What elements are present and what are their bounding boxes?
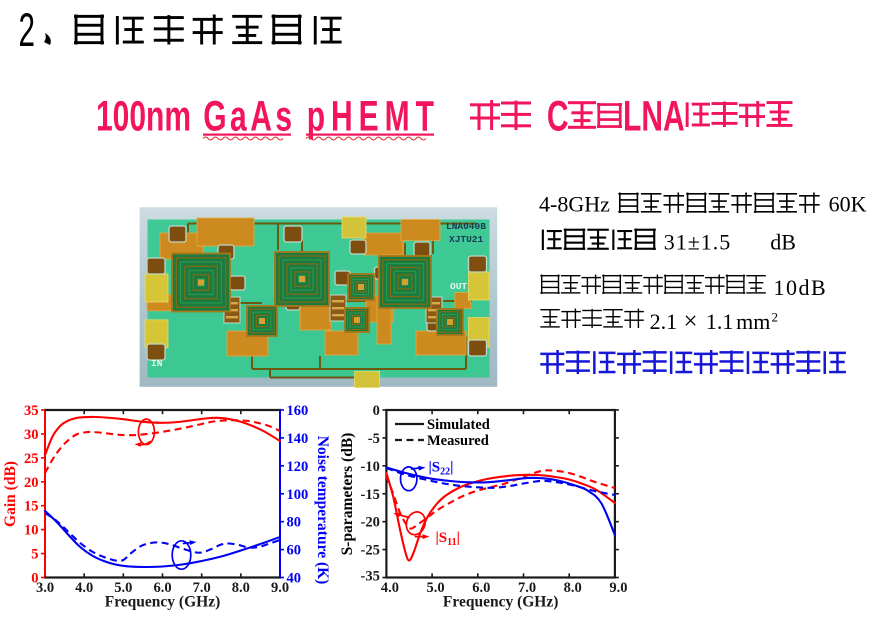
svg-text:dB: dB — [770, 230, 796, 255]
svg-text:6.0: 6.0 — [472, 580, 490, 596]
svg-text:9.0: 9.0 — [609, 580, 627, 596]
svg-text:mm: mm — [736, 309, 770, 334]
svg-text:40: 40 — [287, 571, 302, 587]
svg-text:80: 80 — [287, 515, 302, 531]
svg-text:20: 20 — [24, 475, 39, 491]
svg-text:0: 0 — [31, 571, 38, 587]
svg-text:2.1: 2.1 — [650, 309, 678, 334]
svg-text:-20: -20 — [361, 515, 380, 531]
svg-text:LNA: LNA — [623, 92, 685, 139]
svg-text:×: × — [684, 308, 698, 335]
svg-text:30: 30 — [24, 427, 39, 443]
svg-text:Noise temperature (K): Noise temperature (K) — [314, 436, 331, 585]
svg-text:Simulated: Simulated — [427, 417, 490, 433]
svg-text:XJTU21: XJTU21 — [449, 234, 484, 245]
svg-text:60K: 60K — [829, 192, 867, 217]
svg-text:8.0: 8.0 — [564, 580, 582, 596]
svg-text:-5: -5 — [368, 431, 380, 447]
svg-text:Gain (dB): Gain (dB) — [2, 461, 19, 527]
svg-text:9.0: 9.0 — [271, 580, 289, 596]
svg-text:4.0: 4.0 — [75, 580, 93, 596]
svg-text:140: 140 — [287, 431, 309, 447]
svg-text:-35: -35 — [361, 569, 380, 585]
svg-text:pHEMT: pHEMT — [307, 92, 440, 139]
svg-text:LNA040B: LNA040B — [446, 221, 486, 232]
svg-text:7.0: 7.0 — [518, 580, 536, 596]
svg-text:5: 5 — [31, 547, 38, 563]
svg-text:0: 0 — [373, 403, 380, 419]
svg-text:3.0: 3.0 — [36, 580, 54, 596]
svg-text:Frequency (GHz): Frequency (GHz) — [443, 594, 559, 611]
svg-text:120: 120 — [287, 459, 309, 475]
svg-text:6.0: 6.0 — [153, 580, 171, 596]
svg-text:S-parameters (dB): S-parameters (dB) — [339, 433, 356, 556]
svg-text:5.0: 5.0 — [114, 580, 132, 596]
svg-text:2: 2 — [19, 4, 35, 57]
svg-text:10dB: 10dB — [774, 275, 828, 300]
svg-text:160: 160 — [287, 403, 309, 419]
svg-text:8.0: 8.0 — [232, 580, 250, 596]
svg-text:35: 35 — [24, 403, 39, 419]
svg-text:-15: -15 — [361, 487, 380, 503]
svg-text:31±1.5: 31±1.5 — [664, 230, 732, 255]
svg-text:100: 100 — [287, 487, 309, 503]
svg-text:4.0: 4.0 — [381, 580, 399, 596]
svg-text:1.1: 1.1 — [706, 309, 734, 334]
svg-text:7.0: 7.0 — [193, 580, 211, 596]
svg-text:100nm: 100nm — [96, 92, 191, 139]
svg-text:10: 10 — [24, 523, 39, 539]
svg-text:25: 25 — [24, 451, 39, 467]
svg-text:|S22|: |S22| — [429, 460, 454, 478]
svg-text:IN: IN — [151, 358, 163, 369]
svg-text:Frequency (GHz): Frequency (GHz) — [105, 594, 221, 611]
svg-text:5.0: 5.0 — [427, 580, 445, 596]
svg-text:60: 60 — [287, 543, 302, 559]
svg-text:|S11|: |S11| — [436, 530, 460, 548]
svg-text:-10: -10 — [361, 459, 380, 475]
svg-text:C: C — [547, 92, 569, 139]
svg-text:Measured: Measured — [427, 433, 489, 449]
svg-text:2: 2 — [772, 310, 779, 325]
svg-text:GaAs: GaAs — [203, 92, 295, 139]
svg-text:4-8GHz: 4-8GHz — [539, 192, 610, 217]
svg-text:-25: -25 — [361, 543, 380, 559]
svg-text:15: 15 — [24, 499, 39, 515]
svg-text:OUT: OUT — [450, 281, 467, 292]
